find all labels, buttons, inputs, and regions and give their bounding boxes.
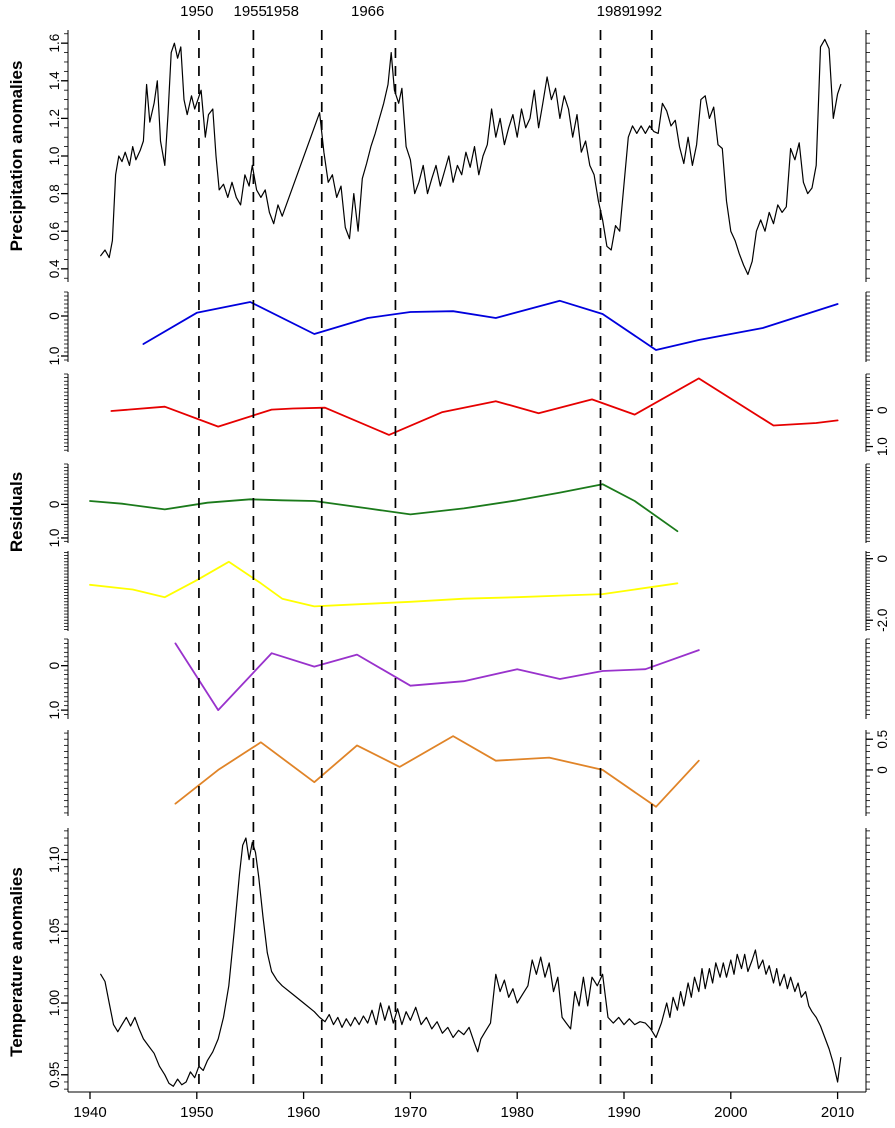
svg-text:1.4: 1.4 bbox=[47, 71, 62, 90]
svg-text:0.4: 0.4 bbox=[47, 259, 62, 278]
svg-text:0: 0 bbox=[47, 501, 62, 509]
svg-text:1.0: 1.0 bbox=[47, 529, 62, 548]
svg-text:1955: 1955 bbox=[234, 3, 267, 20]
svg-text:1.0: 1.0 bbox=[47, 147, 62, 166]
svg-text:1970: 1970 bbox=[394, 1104, 427, 1121]
svg-text:1950: 1950 bbox=[180, 1104, 213, 1121]
svg-text:0.5: 0.5 bbox=[875, 730, 890, 749]
svg-text:2000: 2000 bbox=[714, 1104, 747, 1121]
svg-text:1.6: 1.6 bbox=[47, 34, 62, 53]
svg-text:1989: 1989 bbox=[597, 3, 630, 20]
svg-text:1.0: 1.0 bbox=[47, 347, 62, 366]
svg-text:0: 0 bbox=[875, 766, 890, 774]
svg-text:0: 0 bbox=[47, 312, 62, 320]
svg-text:1980: 1980 bbox=[501, 1104, 534, 1121]
svg-text:0: 0 bbox=[875, 555, 890, 563]
svg-text:1940: 1940 bbox=[73, 1104, 106, 1121]
svg-text:1.2: 1.2 bbox=[47, 109, 62, 128]
svg-text:0: 0 bbox=[875, 407, 890, 415]
svg-text:1.00: 1.00 bbox=[47, 990, 62, 1016]
svg-text:1.10: 1.10 bbox=[47, 846, 62, 872]
svg-text:1990: 1990 bbox=[607, 1104, 640, 1121]
svg-text:1992: 1992 bbox=[629, 3, 662, 20]
svg-text:1.0: 1.0 bbox=[47, 701, 62, 720]
svg-text:0.95: 0.95 bbox=[47, 1062, 62, 1088]
svg-text:1.05: 1.05 bbox=[47, 918, 62, 944]
svg-text:2010: 2010 bbox=[821, 1104, 854, 1121]
svg-text:0.8: 0.8 bbox=[47, 184, 62, 203]
svg-text:1.0: 1.0 bbox=[875, 437, 890, 456]
svg-text:1966: 1966 bbox=[351, 3, 384, 20]
svg-text:0: 0 bbox=[47, 662, 62, 670]
svg-text:-2.0: -2.0 bbox=[875, 609, 890, 632]
svg-text:1950: 1950 bbox=[180, 3, 213, 20]
svg-text:0.6: 0.6 bbox=[47, 222, 62, 241]
svg-text:1960: 1960 bbox=[287, 1104, 320, 1121]
svg-text:1958: 1958 bbox=[266, 3, 299, 20]
